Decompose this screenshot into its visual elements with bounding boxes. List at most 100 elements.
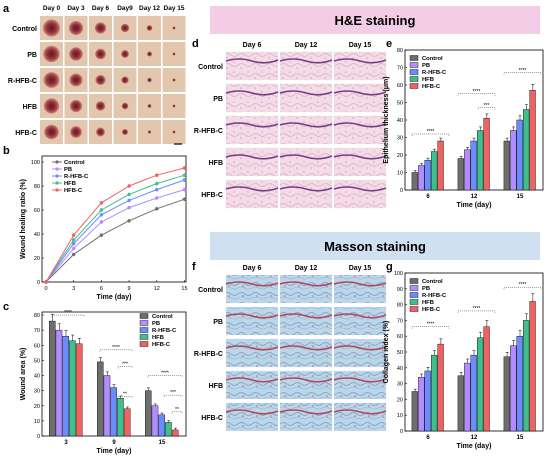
- bar: [96, 361, 104, 437]
- photo-group-label: R-HFB-C: [8, 78, 37, 85]
- data-point: [127, 184, 131, 188]
- bar: [516, 336, 523, 432]
- epithelium-line: [333, 186, 387, 192]
- significance-bracket: [457, 310, 496, 313]
- epithelium-line: [279, 313, 333, 319]
- y-tick-label: 100: [394, 271, 403, 277]
- legend-swatch: [409, 55, 419, 61]
- significance-bracket: [117, 366, 133, 369]
- legend-swatch: [409, 306, 419, 312]
- bar: [418, 377, 425, 432]
- masson-banner: [210, 232, 540, 260]
- wound-spot: [94, 22, 107, 34]
- histo-image: [333, 147, 387, 177]
- significance-label: ****: [112, 345, 120, 351]
- histo-image: [225, 274, 279, 304]
- bar: [483, 326, 490, 432]
- bar: [516, 119, 523, 191]
- legend-label: Control: [152, 314, 173, 320]
- data-point: [155, 181, 159, 186]
- significance-label: **: [175, 407, 179, 413]
- photo-day-label: Day 0: [43, 5, 61, 12]
- wound-spot: [70, 126, 82, 138]
- y-tick-label: 40: [397, 118, 403, 124]
- histo-image: [279, 338, 333, 368]
- wound-spot: [172, 52, 176, 56]
- epithelium-line: [333, 58, 387, 64]
- y-tick-label: 30: [34, 389, 40, 395]
- bar: [411, 172, 418, 191]
- photo-day-label: Day 6: [92, 5, 110, 12]
- histo-day-label: Day 12: [295, 265, 318, 272]
- bar: [464, 149, 471, 191]
- epithelium-line: [279, 122, 333, 128]
- bar: [437, 343, 444, 432]
- series-line: [45, 179, 185, 283]
- y-tick-label: 20: [397, 397, 403, 403]
- y-tick-label: 60: [397, 83, 403, 89]
- epithelium-line: [225, 313, 279, 319]
- data-point: [155, 207, 159, 211]
- wound-spot: [43, 98, 60, 114]
- histo-group-label: PB: [213, 319, 223, 326]
- bar: [523, 320, 530, 432]
- bar: [165, 422, 172, 437]
- legend-label: HFB-C: [422, 307, 441, 313]
- x-tick-label: 9: [112, 440, 116, 446]
- significance-bracket: [171, 411, 183, 414]
- histo-image: [279, 274, 333, 304]
- wound-spot: [121, 50, 129, 58]
- histo-image: [279, 51, 333, 81]
- epithelium-line: [333, 345, 387, 351]
- legend-marker: [55, 167, 59, 171]
- photo-day-label: Day 3: [67, 5, 85, 12]
- masson-staining-grid: Day 6 Day 12 Day 15 Control PB R-HFB-C HFB HFB-…: [194, 265, 387, 432]
- wound-spot: [147, 104, 152, 108]
- x-axis-label: Time (day): [97, 294, 132, 301]
- y-tick-label: 20: [397, 153, 403, 159]
- photo-group-label: HFB-C: [15, 130, 37, 137]
- bar: [110, 387, 117, 437]
- legend-label: HFB: [64, 181, 76, 187]
- data-point: [127, 219, 131, 223]
- significance-bracket: [117, 396, 133, 399]
- significance-label: ****: [473, 89, 481, 95]
- y-axis-label: Collagen index (%): [383, 321, 390, 384]
- bar: [117, 397, 124, 437]
- x-tick-label: 6: [426, 194, 430, 200]
- legend-label: HFB: [422, 77, 434, 83]
- histo-image: [333, 51, 387, 81]
- histo-image: [333, 179, 387, 209]
- y-tick-label: 10: [397, 413, 403, 419]
- data-point: [99, 208, 104, 212]
- wound-spot: [172, 130, 176, 134]
- series-line: [45, 167, 185, 283]
- bar: [103, 375, 111, 437]
- wound-spot: [147, 130, 152, 134]
- histo-day-label: Day 15: [349, 265, 372, 272]
- histo-group-label: HFB: [209, 383, 223, 390]
- histo-image: [279, 402, 333, 432]
- wound-spot: [172, 26, 176, 30]
- y-tick-label: 90: [397, 287, 403, 293]
- panel-label-g: g: [386, 261, 393, 273]
- significance-bracket: [503, 286, 542, 290]
- series-line: [45, 198, 185, 283]
- epithelium-line: [225, 409, 279, 415]
- epithelium-line: [279, 154, 333, 160]
- epithelium-line: [225, 90, 279, 96]
- legend-label: PB: [152, 321, 160, 327]
- data-point: [99, 201, 104, 205]
- histo-day-label: Day 12: [295, 42, 318, 49]
- wound-spot: [121, 76, 129, 84]
- bar: [523, 109, 530, 191]
- y-tick-label: 50: [397, 101, 403, 107]
- plot-frame: [41, 155, 187, 283]
- y-tick-label: 40: [397, 366, 403, 372]
- significance-bracket: [51, 314, 85, 318]
- significance-label: ****: [473, 306, 481, 312]
- x-tick-label: 12: [471, 194, 478, 200]
- significance-bracket: [99, 349, 133, 352]
- y-tick-label: 20: [34, 256, 40, 262]
